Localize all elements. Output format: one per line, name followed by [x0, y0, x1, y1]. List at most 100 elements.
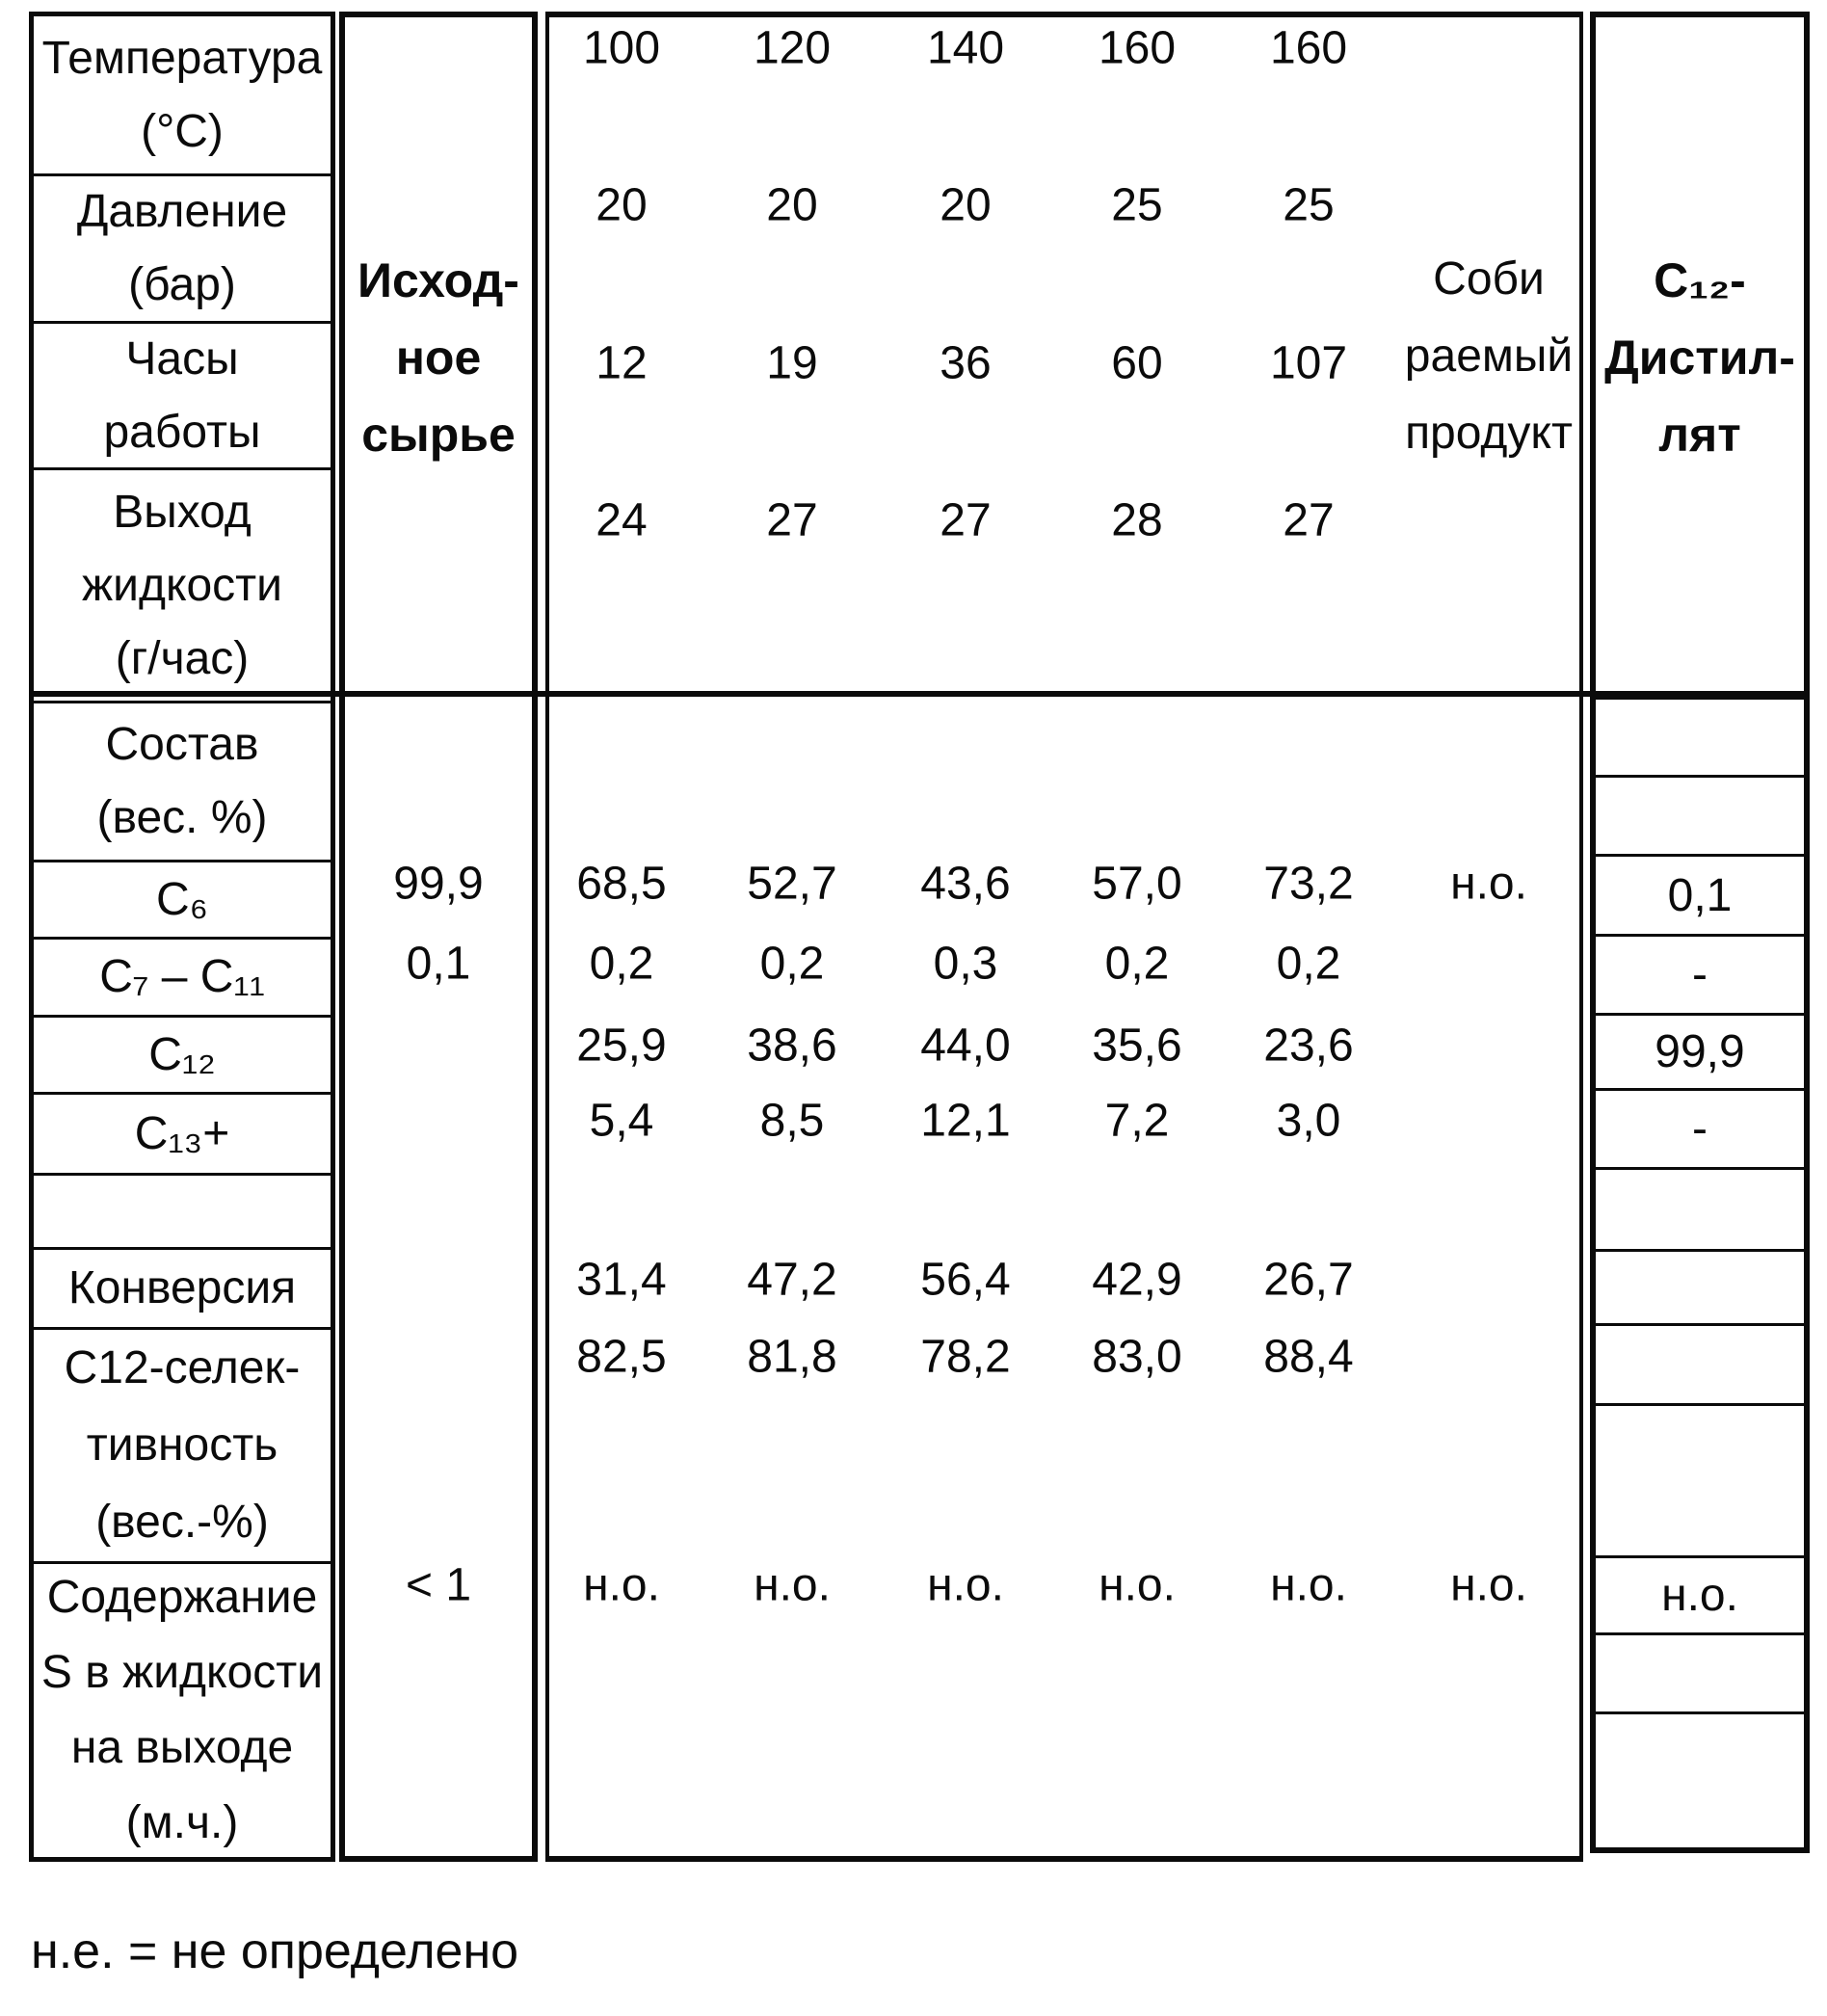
label-line: (м.ч.) [125, 1797, 239, 1848]
value-cell: 43,6 [920, 858, 1011, 910]
label-line: (вес.-%) [95, 1497, 269, 1548]
label-line: C₇ – C₁₁ [99, 951, 265, 1002]
label-line: (вес. %) [96, 792, 268, 843]
header-line: С₁₂- [1654, 252, 1746, 307]
section-divider-line [29, 691, 1810, 697]
value-cell: 5,4 [589, 1095, 654, 1147]
value-cell: 78,2 [920, 1331, 1011, 1383]
label-line: жидкости [82, 559, 282, 611]
value-cell: 73,2 [1263, 858, 1354, 910]
feed-column-box: Исход- ное сырье [339, 12, 538, 1862]
value-cell: 20 [766, 179, 818, 231]
distillate-cell [1596, 1403, 1804, 1555]
row-label-sulfur: Содержание S в жидкости на выходе (м.ч.) [34, 1561, 331, 1857]
value-cell: 38,6 [747, 1020, 837, 1072]
value-cell: 100 [582, 22, 661, 74]
label-line: C₁₃+ [134, 1107, 230, 1159]
value-cell: 160 [1098, 22, 1177, 74]
distillate-cell: 99,9 [1596, 1013, 1804, 1088]
value-cell: 20 [596, 179, 648, 231]
value-cell: 31,4 [576, 1254, 667, 1306]
value-cell: 26,7 [1263, 1254, 1354, 1306]
value-cell: 52,7 [747, 858, 837, 910]
value-cell: 7,2 [1104, 1095, 1170, 1147]
feed-column-header: Исход- ное сырье [345, 17, 532, 697]
value-cell: < 1 [405, 1559, 472, 1611]
header-line: лят [1658, 407, 1741, 462]
value-cell: 140 [926, 22, 1005, 74]
distillate-column-header: С₁₂- Дистил- лят [1596, 17, 1804, 697]
label-line: работы [103, 406, 261, 458]
row-label-pressure: Давление (бар) [34, 173, 331, 321]
value-cell: 99,9 [393, 858, 484, 910]
value-cell: 0,3 [933, 938, 998, 990]
value-cell: 57,0 [1092, 858, 1182, 910]
label-line: тивность [86, 1419, 278, 1471]
value-cell: 25,9 [576, 1020, 667, 1072]
value-cell: 60 [1111, 337, 1163, 389]
header-line: Исход- [357, 252, 519, 307]
value-cell: 0,2 [759, 938, 825, 990]
value-cell: 23,6 [1263, 1020, 1354, 1072]
value-cell: н.о. [1099, 1559, 1176, 1611]
value-cell: 24 [596, 494, 648, 546]
distillate-cell [1596, 1323, 1804, 1403]
label-line: Температура [41, 32, 323, 84]
value-cell: 20 [940, 179, 992, 231]
row-label-c7-c11: C₇ – C₁₁ [34, 937, 331, 1015]
data-area-box [545, 12, 1583, 1862]
value-cell: 56,4 [920, 1254, 1011, 1306]
value-cell: 81,8 [747, 1331, 837, 1383]
value-cell: 19 [766, 337, 818, 389]
label-line: Состав [105, 719, 259, 770]
footnote: н.е. = не определено [31, 1923, 519, 1979]
row-label-liquid-yield: Выход жидкости (г/час) [34, 467, 331, 701]
header-line: продукт [1405, 408, 1573, 459]
value-cell: 0,2 [589, 938, 654, 990]
value-cell: 25 [1111, 179, 1163, 231]
row-label-temperature: Температура (°C) [34, 16, 331, 173]
header-line: Дистил- [1604, 330, 1795, 385]
value-cell: 35,6 [1092, 1020, 1182, 1072]
value-cell: 68,5 [576, 858, 667, 910]
header-line: сырье [361, 407, 516, 462]
label-line: (°C) [141, 105, 224, 157]
row-label-composition: Состав (вес. %) [34, 701, 331, 860]
collected-product-column-header: Соби раемый продукт [1405, 241, 1573, 472]
label-line: С12-селек- [64, 1342, 301, 1393]
distillate-cell [1596, 697, 1804, 775]
value-cell: 36 [940, 337, 992, 389]
distillate-cell: - [1596, 1088, 1804, 1167]
value-cell: н.о. [1270, 1559, 1347, 1611]
value-cell: 12 [596, 337, 648, 389]
value-cell: н.о. [1450, 858, 1527, 910]
row-label-c12: C₁₂ [34, 1015, 331, 1092]
value-cell: 82,5 [576, 1331, 667, 1383]
value-cell: н.о. [927, 1559, 1004, 1611]
value-cell: 160 [1269, 22, 1348, 74]
distillate-column-box: С₁₂- Дистил- лят 0,1 - 99,9 - н.о. [1590, 12, 1810, 1853]
distillate-cell [1596, 1632, 1804, 1711]
value-cell: н.о. [1450, 1559, 1527, 1611]
label-line: (бар) [128, 259, 236, 310]
value-cell: 47,2 [747, 1254, 837, 1306]
value-cell: 12,1 [920, 1095, 1011, 1147]
row-label-c6: C₆ [34, 860, 331, 937]
value-cell: 27 [766, 494, 818, 546]
value-cell: 28 [1111, 494, 1163, 546]
row-label-c13plus: C₁₃+ [34, 1092, 331, 1173]
header-line: Соби [1433, 253, 1545, 305]
value-cell: 27 [940, 494, 992, 546]
value-cell: 0,2 [1276, 938, 1341, 990]
label-line: на выходе [70, 1722, 294, 1773]
header-line: раемый [1404, 331, 1574, 382]
label-line: Конверсия [67, 1262, 297, 1313]
value-cell: 88,4 [1263, 1331, 1354, 1383]
distillate-cell [1596, 775, 1804, 854]
label-line: Содержание [46, 1572, 318, 1623]
row-label-selectivity: С12-селек- тивность (вес.-%) [34, 1327, 331, 1561]
distillate-cell: - [1596, 934, 1804, 1013]
label-line: S в жидкости [40, 1647, 324, 1698]
distillate-cell: н.о. [1596, 1555, 1804, 1632]
